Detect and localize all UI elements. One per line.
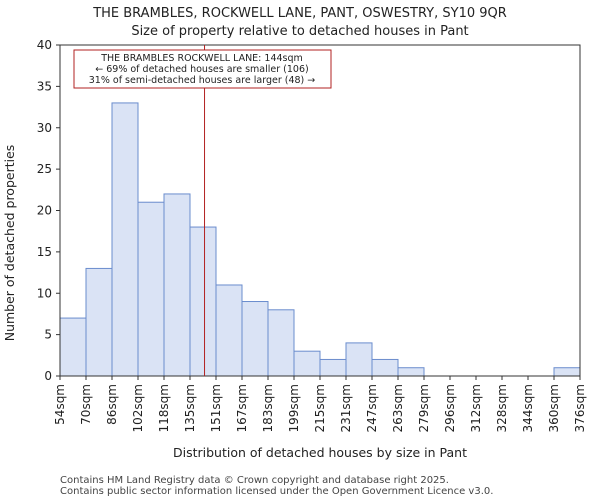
bar-70sqm bbox=[85, 267, 113, 377]
annotation-line-2: ← 69% of detached houses are smaller (10… bbox=[95, 64, 308, 75]
y-axis-ticks: 0 5 10 15 20 25 30 35 40 bbox=[37, 38, 60, 383]
chart-title: THE BRAMBLES, ROCKWELL LANE, PANT, OSWES… bbox=[92, 6, 507, 21]
footer-line-1: Contains HM Land Registry data © Crown c… bbox=[60, 475, 449, 486]
y-tick-label-35: 35 bbox=[37, 79, 52, 93]
annotation-line-1: THE BRAMBLES ROCKWELL LANE: 144sqm bbox=[100, 53, 303, 64]
x-tick-label-183sqm: 183sqm bbox=[261, 384, 275, 432]
bar-199sqm bbox=[293, 350, 321, 377]
y-tick-label-5: 5 bbox=[44, 328, 52, 342]
bar-135sqm bbox=[189, 226, 217, 377]
x-tick-label-279sqm: 279sqm bbox=[417, 384, 431, 432]
x-tick-label-231sqm: 231sqm bbox=[339, 384, 353, 432]
x-axis-label: Distribution of detached houses by size … bbox=[173, 445, 467, 460]
y-tick-label-15: 15 bbox=[37, 245, 52, 259]
x-tick-label-376sqm: 376sqm bbox=[573, 384, 587, 432]
bar-151sqm bbox=[215, 284, 243, 377]
x-tick-label-167sqm: 167sqm bbox=[235, 384, 249, 432]
bars bbox=[59, 102, 581, 377]
x-tick-label-86sqm: 86sqm bbox=[105, 384, 119, 425]
bar-247sqm bbox=[371, 358, 399, 377]
annotation-frame bbox=[73, 49, 332, 89]
x-tick-label-312sqm: 312sqm bbox=[469, 384, 483, 432]
bar-167sqm bbox=[241, 301, 269, 377]
x-tick-label-296sqm: 296sqm bbox=[443, 384, 457, 432]
x-tick-label-263sqm: 263sqm bbox=[391, 384, 405, 432]
x-tick-label-247sqm: 247sqm bbox=[365, 384, 379, 432]
plot-frame bbox=[59, 44, 581, 377]
x-axis-ticks: 54sqm 70sqm 86sqm 102sqm 118sqm 135sqm 151sqm 1… bbox=[53, 376, 587, 432]
x-tick-label-102sqm: 102sqm bbox=[131, 384, 145, 432]
bar-118sqm bbox=[163, 193, 191, 377]
y-tick-label-25: 25 bbox=[37, 162, 52, 176]
x-tick-label-151sqm: 151sqm bbox=[209, 384, 223, 432]
x-tick-label-215sqm: 215sqm bbox=[313, 384, 327, 432]
y-tick-label-10: 10 bbox=[37, 286, 52, 300]
y-tick-label-30: 30 bbox=[37, 121, 52, 135]
x-tick-label-328sqm: 328sqm bbox=[495, 384, 509, 432]
x-tick-label-344sqm: 344sqm bbox=[521, 384, 535, 432]
y-tick-label-20: 20 bbox=[37, 204, 52, 218]
bar-215sqm bbox=[319, 358, 347, 377]
y-tick-label-40: 40 bbox=[37, 38, 52, 52]
x-tick-label-54sqm: 54sqm bbox=[53, 384, 67, 425]
chart-subtitle: Size of property relative to detached ho… bbox=[131, 24, 468, 39]
y-axis-label: Number of detached properties bbox=[2, 145, 17, 342]
bar-263sqm bbox=[397, 367, 425, 377]
x-tick-label-360sqm: 360sqm bbox=[547, 384, 561, 432]
x-tick-label-199sqm: 199sqm bbox=[287, 384, 301, 432]
x-tick-label-135sqm: 135sqm bbox=[183, 384, 197, 432]
bar-183sqm bbox=[267, 309, 295, 377]
annotation-box: THE BRAMBLES ROCKWELL LANE: 144sqm ← 69%… bbox=[73, 49, 332, 89]
bar-54sqm bbox=[59, 317, 87, 377]
x-tick-label-118sqm: 118sqm bbox=[157, 384, 171, 432]
x-tick-label-70sqm: 70sqm bbox=[79, 384, 93, 425]
bar-102sqm bbox=[137, 201, 165, 377]
footer-line-2: Contains public sector information licen… bbox=[60, 486, 493, 497]
bar-360sqm bbox=[553, 367, 581, 377]
annotation-line-3: 31% of semi-detached houses are larger (… bbox=[89, 75, 316, 86]
bar-231sqm bbox=[345, 342, 373, 377]
y-tick-label-0: 0 bbox=[44, 369, 52, 383]
bar-86sqm bbox=[111, 102, 139, 377]
